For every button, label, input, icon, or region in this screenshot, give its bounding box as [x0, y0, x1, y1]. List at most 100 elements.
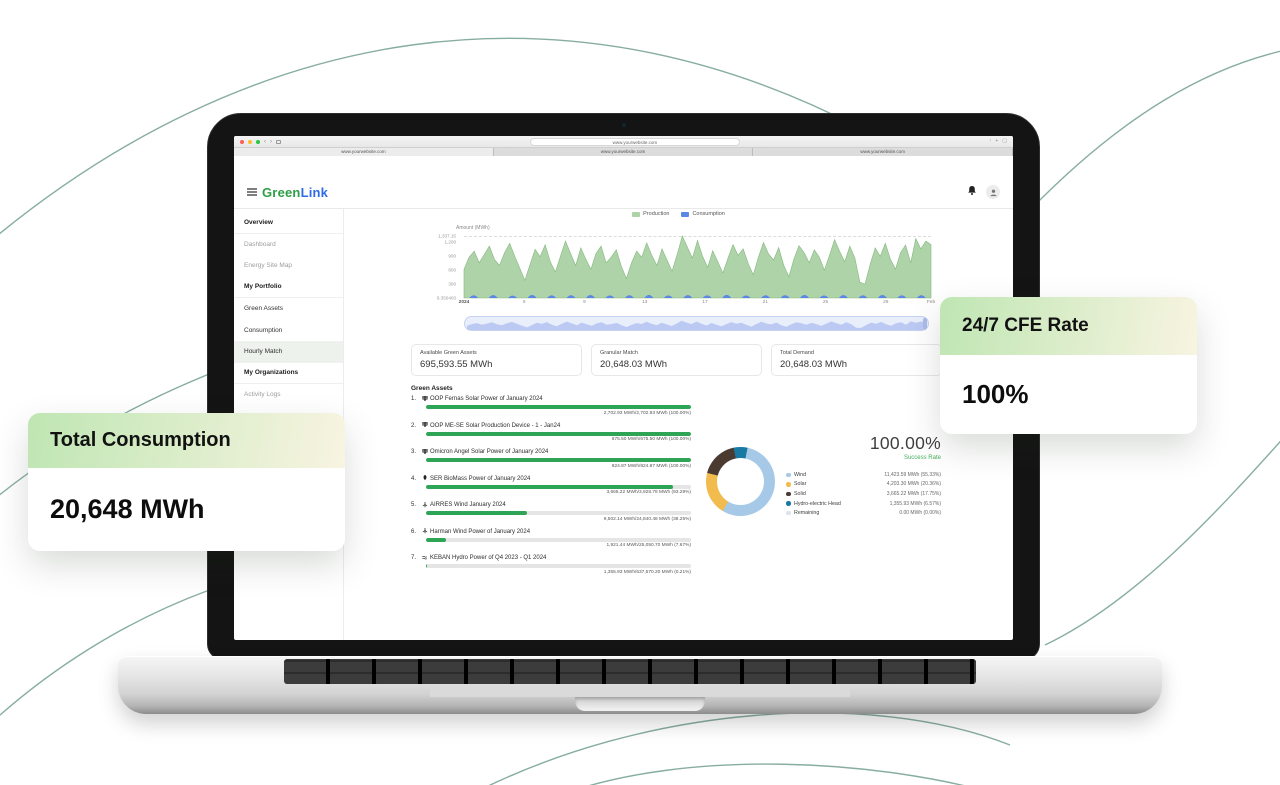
new-tab-button[interactable]: +: [995, 138, 999, 144]
sidebar-toggle-icon[interactable]: [276, 139, 281, 144]
asset-value: 824.87 MWh/824.87 MWh (100.00%): [611, 463, 691, 469]
callout-value: 20,648 MWh: [50, 494, 205, 524]
asset-progress-fill: [426, 458, 691, 462]
laptop-base: [118, 656, 1162, 714]
laptop-lid-notch: [575, 697, 705, 711]
asset-value: 2,702.93 MWh/2,702.93 MWh (100.00%): [603, 410, 691, 416]
asset-progress-fill: [426, 431, 691, 436]
asset-progress-fill: [426, 511, 528, 515]
sidebar-item-energy-site-map[interactable]: Energy Site Map: [244, 262, 293, 270]
wind-dot: [786, 472, 791, 478]
asset-name[interactable]: Omicron Angel Solar Power of January 202…: [430, 449, 549, 455]
production-swatch: [632, 211, 641, 217]
asset-row: 1. OOP Fernas Solar Power of January 202…: [411, 395, 693, 416]
asset-value: 1,355.93 MWh/637,570.20 MWh (0.21%): [603, 569, 691, 575]
donut-legend-row-remaining: Remaining 0.00 MWh (0.00%): [786, 508, 941, 518]
success-rate-block: 100.00% Success Rate: [744, 433, 941, 461]
forward-button[interactable]: ›: [270, 138, 272, 145]
legend-consumption[interactable]: Consumption: [681, 211, 725, 217]
success-rate-value: 100.00%: [869, 433, 941, 453]
sidebar-item-activity-logs[interactable]: Activity Logs: [244, 391, 281, 399]
main-content: Production Consumption Amount (MWh) 1,33…: [344, 209, 1013, 640]
back-button[interactable]: ‹: [264, 138, 266, 145]
asset-name[interactable]: OOP ME-SE Solar Production Device - 1 - …: [430, 422, 561, 429]
sidebar-item-green-assets[interactable]: Green Assets: [244, 305, 284, 313]
asset-row: 5. AIRRES Wind January 2024 9,502.14 MWh…: [411, 501, 693, 522]
asset-progress-fill: [426, 564, 428, 568]
sidebar-item-dashboard[interactable]: Dashboard: [244, 240, 276, 248]
success-rate-label: Success Rate: [903, 455, 941, 461]
address-bar[interactable]: www.yourwebsite.com: [529, 137, 740, 146]
stat-card-total-demand: Total Demand 20,648.03 MWh: [771, 344, 942, 376]
minimize-window-button[interactable]: [248, 139, 252, 144]
notifications-bell-icon[interactable]: [967, 183, 977, 201]
chart-range-slider[interactable]: [464, 316, 929, 331]
browser-tab-bar: www.yourwebsite.com www.yourwebsite.com …: [234, 148, 1013, 156]
close-window-button[interactable]: [240, 139, 244, 144]
green-assets-heading: Green Assets: [411, 385, 453, 392]
donut-legend-row-solar: Solar 4,203.30 MWh (20.36%): [786, 480, 941, 490]
green-assets-list: 1. OOP Fernas Solar Power of January 202…: [411, 395, 693, 581]
webcam-dot: [621, 123, 626, 127]
cfe-rate-callout: 24/7 CFE Rate 100%: [940, 297, 1197, 434]
zoom-window-button[interactable]: [256, 139, 260, 144]
browser-tab[interactable]: www.yourwebsite.com: [753, 148, 1013, 156]
solar-panel-icon: [422, 421, 428, 430]
asset-progress-track: [426, 431, 691, 436]
y-axis-label: Amount (MWh): [456, 225, 490, 231]
wind-turbine-icon: [422, 527, 428, 536]
laptop-screen: ‹ › www.yourwebsite.com ↑ + ▢ www.yourwe…: [234, 136, 1013, 640]
asset-name[interactable]: AIRRES Wind January 2024: [430, 502, 506, 508]
browser-tab[interactable]: www.yourwebsite.com: [234, 148, 494, 156]
sidebar-item-consumption[interactable]: Consumption: [244, 326, 283, 334]
asset-progress-fill: [426, 537, 447, 542]
asset-progress-track: [426, 484, 691, 489]
sidebar-section-my-organizations: My Organizations: [234, 363, 343, 384]
app-header: GreenLink: [234, 156, 1013, 209]
share-icon[interactable]: ↑: [988, 138, 992, 144]
consumption-swatch: [681, 211, 690, 217]
decorative-arc: [589, 763, 965, 785]
app-logo[interactable]: GreenLink: [262, 184, 329, 200]
legend-production[interactable]: Production: [632, 211, 669, 217]
browser-titlebar: ‹ › www.yourwebsite.com ↑ + ▢: [234, 136, 1013, 148]
range-slider-handle[interactable]: [923, 318, 927, 329]
decorative-arc: [488, 712, 1011, 785]
y-axis-ticks: 1,337.15 1,200 900 600 300 6.350403: [436, 233, 456, 301]
asset-value: 675.50 MWh/675.50 MWh (100.00%): [611, 437, 691, 442]
user-avatar[interactable]: [986, 185, 1000, 199]
biomass-icon: [422, 474, 428, 483]
asset-row: 3. Omicron Angel Solar Power of January …: [411, 448, 693, 469]
hydro-dot: [786, 501, 791, 506]
stat-card-available-green-assets: Available Green Assets 695,593.55 MWh: [411, 344, 582, 376]
asset-name[interactable]: SER BioMass Power of January 2024: [430, 475, 531, 482]
asset-rank: 7.: [411, 555, 417, 561]
decorative-arc: [1044, 440, 1280, 646]
asset-name[interactable]: OOP Fernas Solar Power of January 2024: [430, 396, 543, 402]
solar-panel-icon: [422, 395, 428, 404]
remaining-dot: [786, 510, 791, 516]
x-axis-ticks: 2024 5 9 13 17 21 25 29 Feb: [458, 300, 936, 305]
asset-progress-track: [426, 564, 691, 568]
asset-name[interactable]: Harman Wind Power of January 2024: [430, 528, 531, 535]
asset-progress-fill: [426, 405, 691, 409]
donut-legend: Wind 11,423.59 MWh (55.33%) Solar 4,203.…: [786, 470, 941, 518]
asset-row: 7. KEBAN Hydro Power of Q4 2023 - Q1 202…: [411, 554, 693, 575]
asset-value: 1,921.44 MWh/25,050.70 MWh (7.67%): [606, 543, 691, 548]
donut-legend-row-wind: Wind 11,423.59 MWh (55.33%): [786, 470, 941, 480]
hamburger-menu-icon[interactable]: [247, 183, 257, 201]
asset-row: 2. OOP ME-SE Solar Production Device - 1…: [411, 421, 693, 442]
hydro-icon: [422, 554, 428, 563]
asset-rank: 4.: [411, 475, 417, 482]
total-consumption-callout: Total Consumption 20,648 MWh: [28, 413, 345, 551]
sidebar-item-hourly-match[interactable]: Hourly Match: [234, 341, 343, 363]
stat-card-granular-match: Granular Match 20,648.03 MWh: [591, 344, 762, 376]
stat-label: Available Green Assets: [420, 350, 477, 356]
donut-hole: [717, 458, 764, 505]
tab-overview-icon[interactable]: ▢: [1002, 138, 1007, 144]
asset-rank: 3.: [411, 449, 417, 455]
asset-name[interactable]: KEBAN Hydro Power of Q4 2023 - Q1 2024: [430, 555, 547, 561]
asset-rank: 6.: [411, 528, 417, 535]
browser-tab[interactable]: www.yourwebsite.com: [493, 148, 754, 156]
